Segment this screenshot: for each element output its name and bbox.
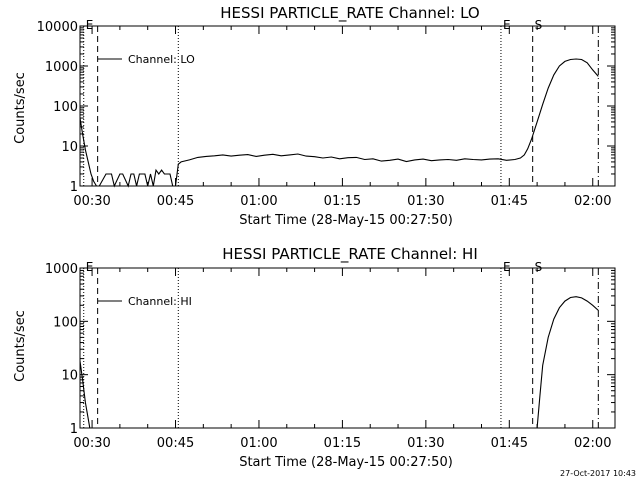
panel-hi-xtick-label: 01:00 <box>240 436 277 451</box>
panel-lo-xtick-label: 02:00 <box>574 194 611 209</box>
panel-hi-legend-label: Channel: HI <box>128 295 192 308</box>
panel-hi-xtick-label: 00:30 <box>73 436 110 451</box>
panel-hi-xtick-label: 01:45 <box>491 436 528 451</box>
panel-lo-xtick-label: 01:00 <box>240 194 277 209</box>
panel-hi-event-label: E <box>86 260 94 274</box>
panel-hi-ytick-label: 1000 <box>45 262 78 277</box>
panel-hi-ytick-label: 10 <box>61 369 78 384</box>
panel-lo-xtick-label: 00:45 <box>157 194 194 209</box>
panel-lo-series-line <box>79 58 599 188</box>
panel-lo-xtick-label: 01:30 <box>407 194 444 209</box>
panel-lo-ylabel: Counts/sec <box>13 72 28 144</box>
panel-hi-xtick-label: 02:00 <box>574 436 611 451</box>
generation-timestamp: 27-Oct-2017 10:43 <box>560 469 636 478</box>
panel-hi-plot-area: 1 10 100 1000 00:30 00:45 01:00 01:15 01:30 01:45… <box>45 260 616 451</box>
panel-lo-event-label: E <box>503 18 511 32</box>
panel-hi-series-line <box>536 296 599 429</box>
panel-lo-xlabel: Start Time (28-May-15 00:27:50) <box>239 213 453 228</box>
panel-hi-ytick-label: 100 <box>53 315 78 330</box>
panel-lo-legend-label: Channel: LO <box>128 53 195 66</box>
panel-hi-xtick-label: 01:30 <box>407 436 444 451</box>
panel-lo-ytick-label: 10 <box>61 140 78 155</box>
panel-lo-xtick-label: 00:30 <box>73 194 110 209</box>
panel-hi-xtick-label: 00:45 <box>157 436 194 451</box>
panel-lo-plot-area: 1 10 100 1000 10000 00:30 00:45 01:00 01:15 01:30… <box>37 18 616 209</box>
panel-hi-event-label: E <box>503 260 511 274</box>
panel-lo-xtick-label: 01:15 <box>324 194 361 209</box>
panel-hi-title: HESSI PARTICLE_RATE Channel: HI <box>222 245 478 264</box>
panel-hi-xtick-label: 01:15 <box>324 436 361 451</box>
panel-hi-ylabel: Counts/sec <box>13 310 28 382</box>
panel-hi-series-line <box>79 361 91 429</box>
panel-lo-ytick-label: 1000 <box>45 60 78 75</box>
panel-lo-event-label: S <box>535 18 543 32</box>
panel-lo: HESSI PARTICLE_RATE Channel: LO Counts/s… <box>13 4 616 228</box>
panel-hi: HESSI PARTICLE_RATE Channel: HI Counts/s… <box>13 245 616 470</box>
panel-hi-event-label: S <box>535 260 543 274</box>
panel-lo-xtick-label: 01:45 <box>491 194 528 209</box>
panel-lo-event-label: E <box>86 18 94 32</box>
panel-hi-ytick-label: 1 <box>70 422 78 437</box>
panel-lo-ytick-label: 1 <box>70 180 78 195</box>
panel-lo-ytick-label: 100 <box>53 100 78 115</box>
panel-lo-title: HESSI PARTICLE_RATE Channel: LO <box>220 4 479 23</box>
panel-hi-xlabel: Start Time (28-May-15 00:27:50) <box>239 455 453 470</box>
panel-lo-ytick-label: 10000 <box>37 20 78 35</box>
panel-hi-frame <box>79 267 616 429</box>
